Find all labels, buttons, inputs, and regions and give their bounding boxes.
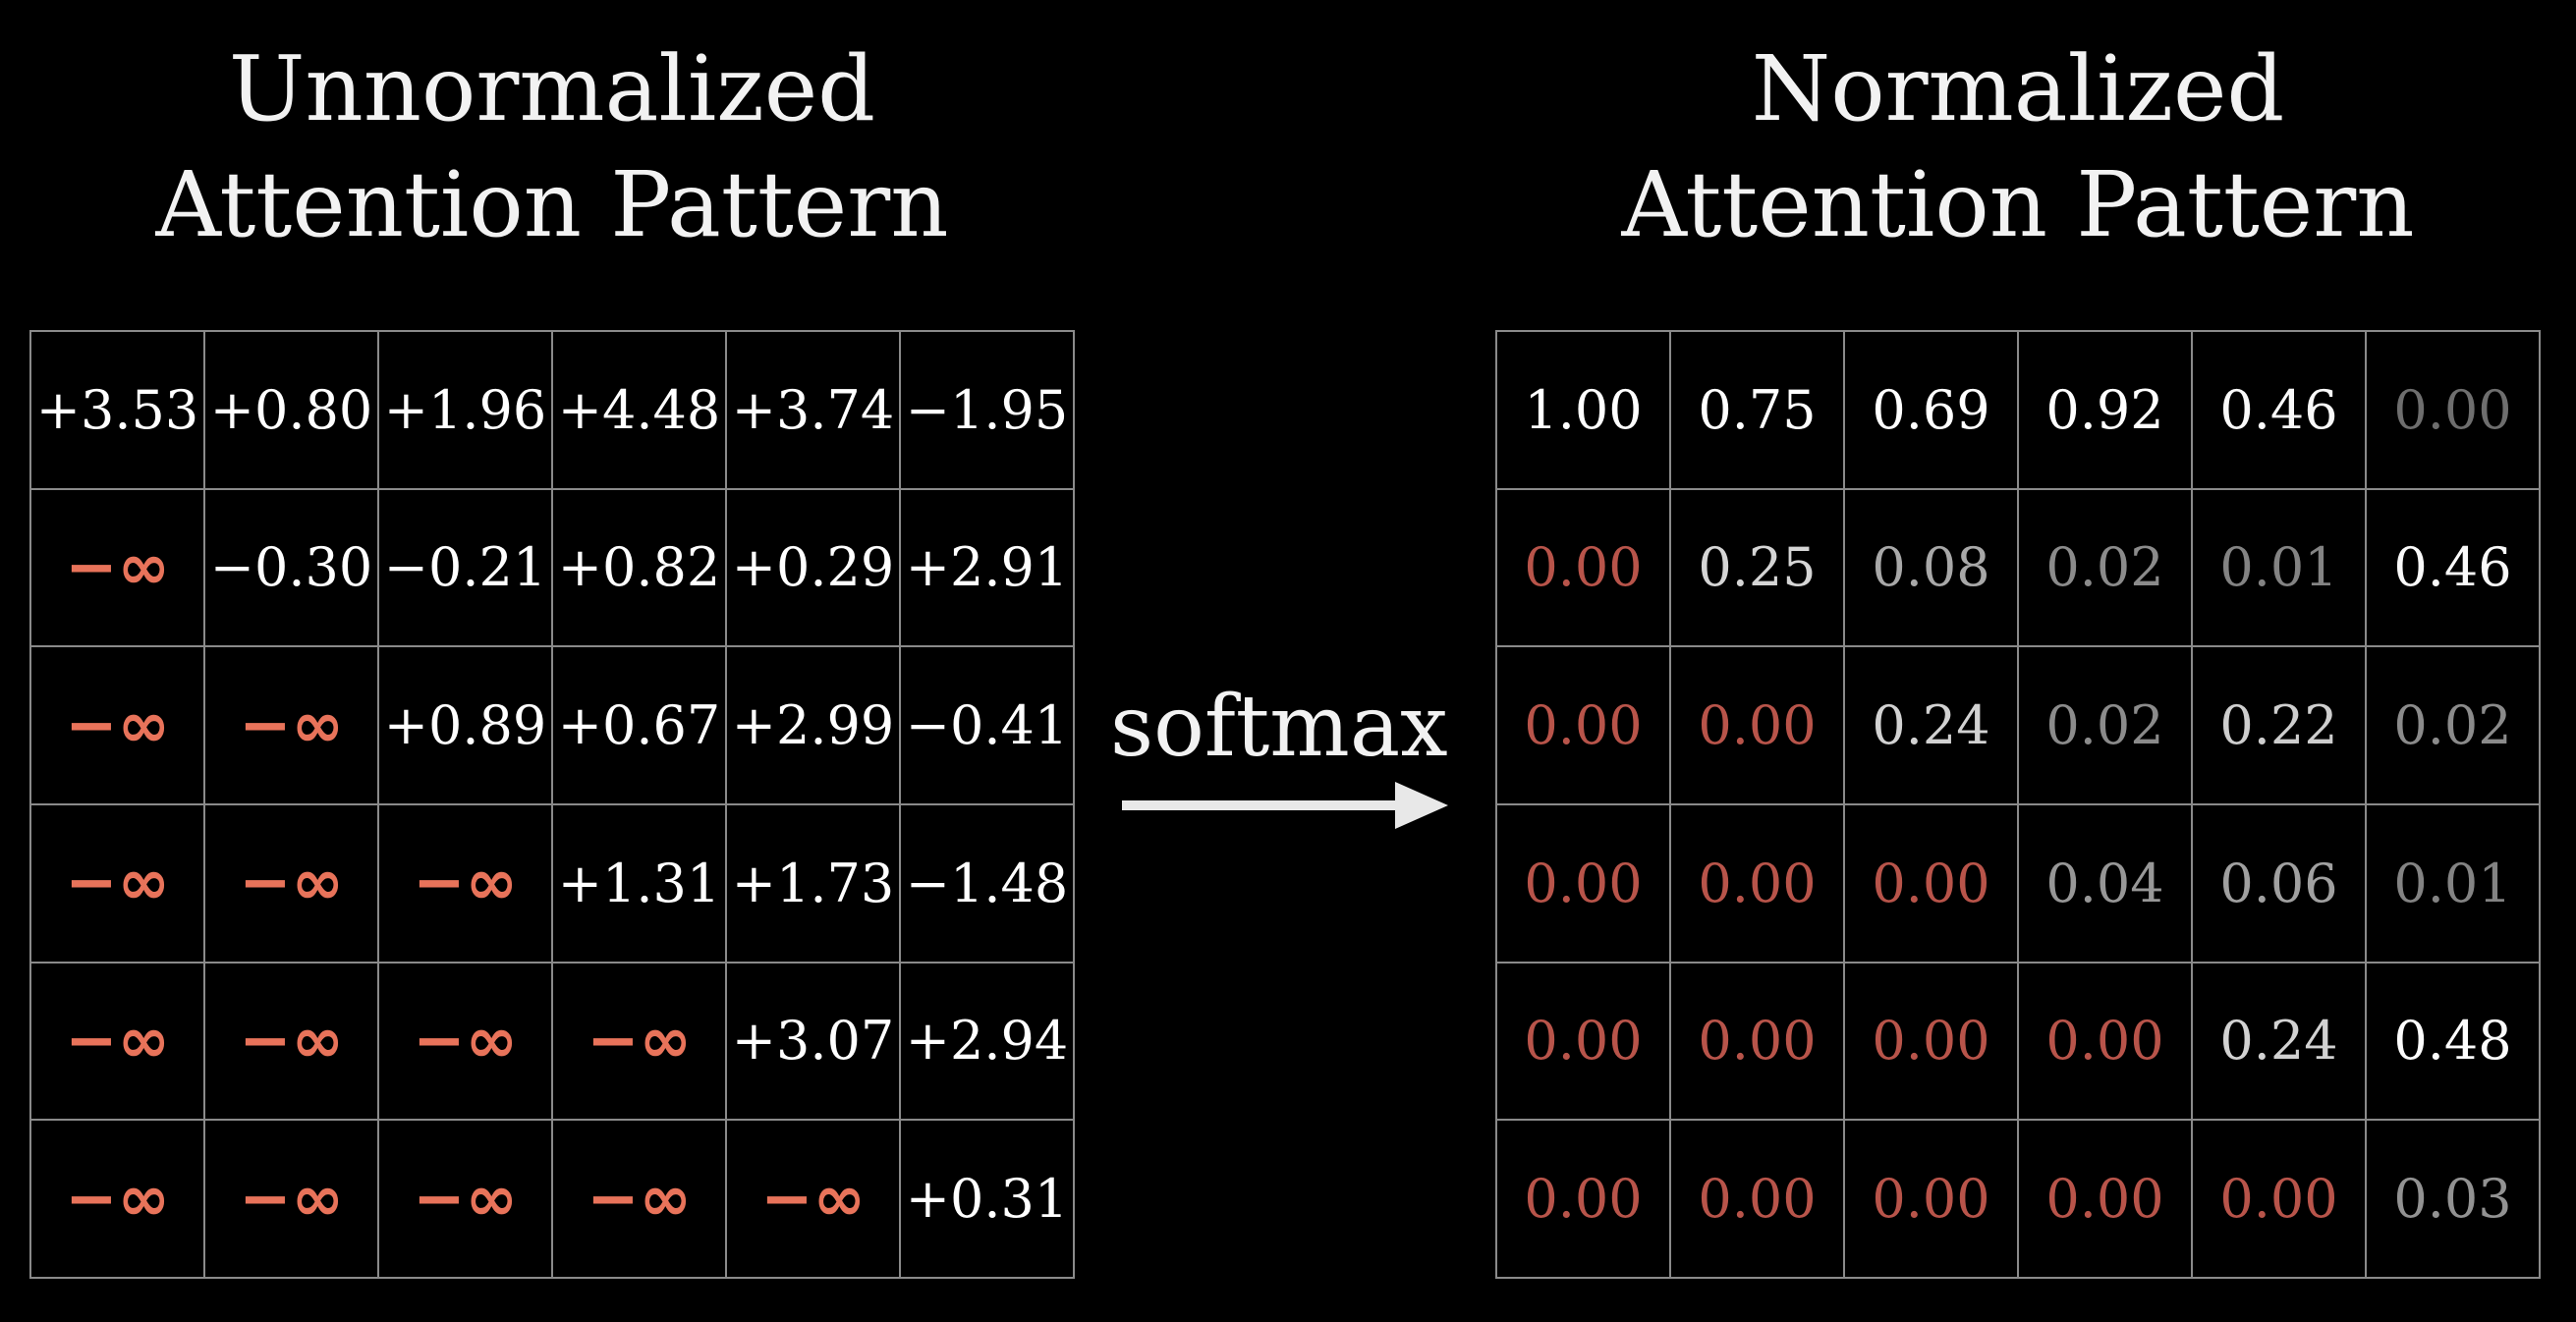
unnormalized-cell: +1.73: [727, 805, 901, 964]
unnormalized-cell: −∞: [31, 963, 205, 1122]
unnormalized-cell: +3.07: [727, 963, 901, 1122]
unnormalized-cell: +0.31: [901, 1121, 1075, 1279]
normalized-cell: 0.02: [2019, 647, 2193, 805]
unnormalized-cell: −∞: [553, 963, 727, 1122]
normalized-cell: 0.04: [2019, 805, 2193, 964]
normalized-title-line2: Attention Pattern: [1621, 152, 2415, 257]
normalized-cell: 0.00: [2019, 963, 2193, 1122]
normalized-cell: 0.00: [2019, 1121, 2193, 1279]
unnormalized-cell: −0.21: [379, 489, 553, 648]
normalized-cell: 0.02: [2019, 489, 2193, 648]
normalized-cell: 0.00: [1671, 805, 1845, 964]
normalized-cell: 0.24: [2193, 963, 2367, 1122]
unnormalized-cell: +2.94: [901, 963, 1075, 1122]
unnormalized-cell: +4.48: [553, 332, 727, 490]
normalized-cell: 0.00: [1497, 489, 1671, 648]
unnormalized-cell: −∞: [31, 489, 205, 648]
unnormalized-cell: −∞: [31, 805, 205, 964]
unnormalized-cell: −∞: [553, 1121, 727, 1279]
normalized-cell: 0.01: [2367, 805, 2541, 964]
unnormalized-cell: −∞: [31, 1121, 205, 1279]
normalized-cell: 0.00: [1845, 1121, 2019, 1279]
normalized-cell: 0.00: [1497, 963, 1671, 1122]
unnormalized-title-line2: Attention Pattern: [155, 152, 949, 257]
unnormalized-cell: −0.30: [205, 489, 379, 648]
normalized-cell: 0.00: [1497, 647, 1671, 805]
normalized-title-line1: Normalized: [1751, 36, 2285, 141]
unnormalized-cell: −∞: [205, 963, 379, 1122]
normalized-cell: 0.00: [1671, 647, 1845, 805]
unnormalized-cell: +0.82: [553, 489, 727, 648]
unnormalized-cell: −∞: [205, 1121, 379, 1279]
normalized-cell: 0.00: [1845, 963, 2019, 1122]
normalized-cell: 0.46: [2193, 332, 2367, 490]
normalized-cell: 0.75: [1671, 332, 1845, 490]
normalized-cell: 0.69: [1845, 332, 2019, 490]
normalized-cell: 0.00: [1671, 1121, 1845, 1279]
unnormalized-cell: +1.31: [553, 805, 727, 964]
unnormalized-cell: +3.74: [727, 332, 901, 490]
normalized-cell: 0.00: [1497, 1121, 1671, 1279]
normalized-cell: 0.00: [1497, 805, 1671, 964]
unnormalized-cell: +0.67: [553, 647, 727, 805]
unnormalized-cell: −0.41: [901, 647, 1075, 805]
normalized-cell: 1.00: [1497, 332, 1671, 490]
normalized-title: Normalized Attention Pattern: [1495, 31, 2541, 263]
normalized-cell: 0.06: [2193, 805, 2367, 964]
normalized-cell: 0.25: [1671, 489, 1845, 648]
normalized-cell: 0.03: [2367, 1121, 2541, 1279]
unnormalized-cell: −∞: [379, 805, 553, 964]
unnormalized-title: Unnormalized Attention Pattern: [29, 31, 1075, 263]
normalized-cell: 0.46: [2367, 489, 2541, 648]
unnormalized-cell: −∞: [379, 963, 553, 1122]
normalized-cell: 0.00: [1845, 805, 2019, 964]
unnormalized-cell: −1.95: [901, 332, 1075, 490]
normalized-cell: 0.00: [2193, 1121, 2367, 1279]
unnormalized-cell: −∞: [727, 1121, 901, 1279]
normalized-cell: 0.48: [2367, 963, 2541, 1122]
unnormalized-cell: +2.91: [901, 489, 1075, 648]
normalized-cell: 0.02: [2367, 647, 2541, 805]
unnormalized-cell: −∞: [205, 805, 379, 964]
right-arrow-icon: [1122, 782, 1448, 829]
normalized-matrix: 1.00 0.75 0.69 0.92 0.46 0.00 0.00 0.25 0.08 0.02…: [1495, 330, 2541, 1279]
normalized-cell: 0.24: [1845, 647, 2019, 805]
unnormalized-cell: +1.96: [379, 332, 553, 490]
normalized-cell: 0.00: [2367, 332, 2541, 490]
unnormalized-cell: +0.80: [205, 332, 379, 490]
unnormalized-cell: −∞: [205, 647, 379, 805]
normalized-cell: 0.01: [2193, 489, 2367, 648]
unnormalized-cell: −1.48: [901, 805, 1075, 964]
unnormalized-cell: −∞: [379, 1121, 553, 1279]
unnormalized-cell: +2.99: [727, 647, 901, 805]
unnormalized-cell: +3.53: [31, 332, 205, 490]
unnormalized-title-line1: Unnormalized: [228, 36, 876, 141]
normalized-cell: 0.92: [2019, 332, 2193, 490]
softmax-label: softmax: [1110, 678, 1448, 776]
normalized-cell: 0.00: [1671, 963, 1845, 1122]
unnormalized-matrix: +3.53 +0.80 +1.96 +4.48 +3.74 −1.95 −∞ −0.30 −0.…: [29, 330, 1075, 1279]
unnormalized-cell: +0.89: [379, 647, 553, 805]
unnormalized-cell: −∞: [31, 647, 205, 805]
unnormalized-cell: +0.29: [727, 489, 901, 648]
normalized-cell: 0.08: [1845, 489, 2019, 648]
normalized-cell: 0.22: [2193, 647, 2367, 805]
